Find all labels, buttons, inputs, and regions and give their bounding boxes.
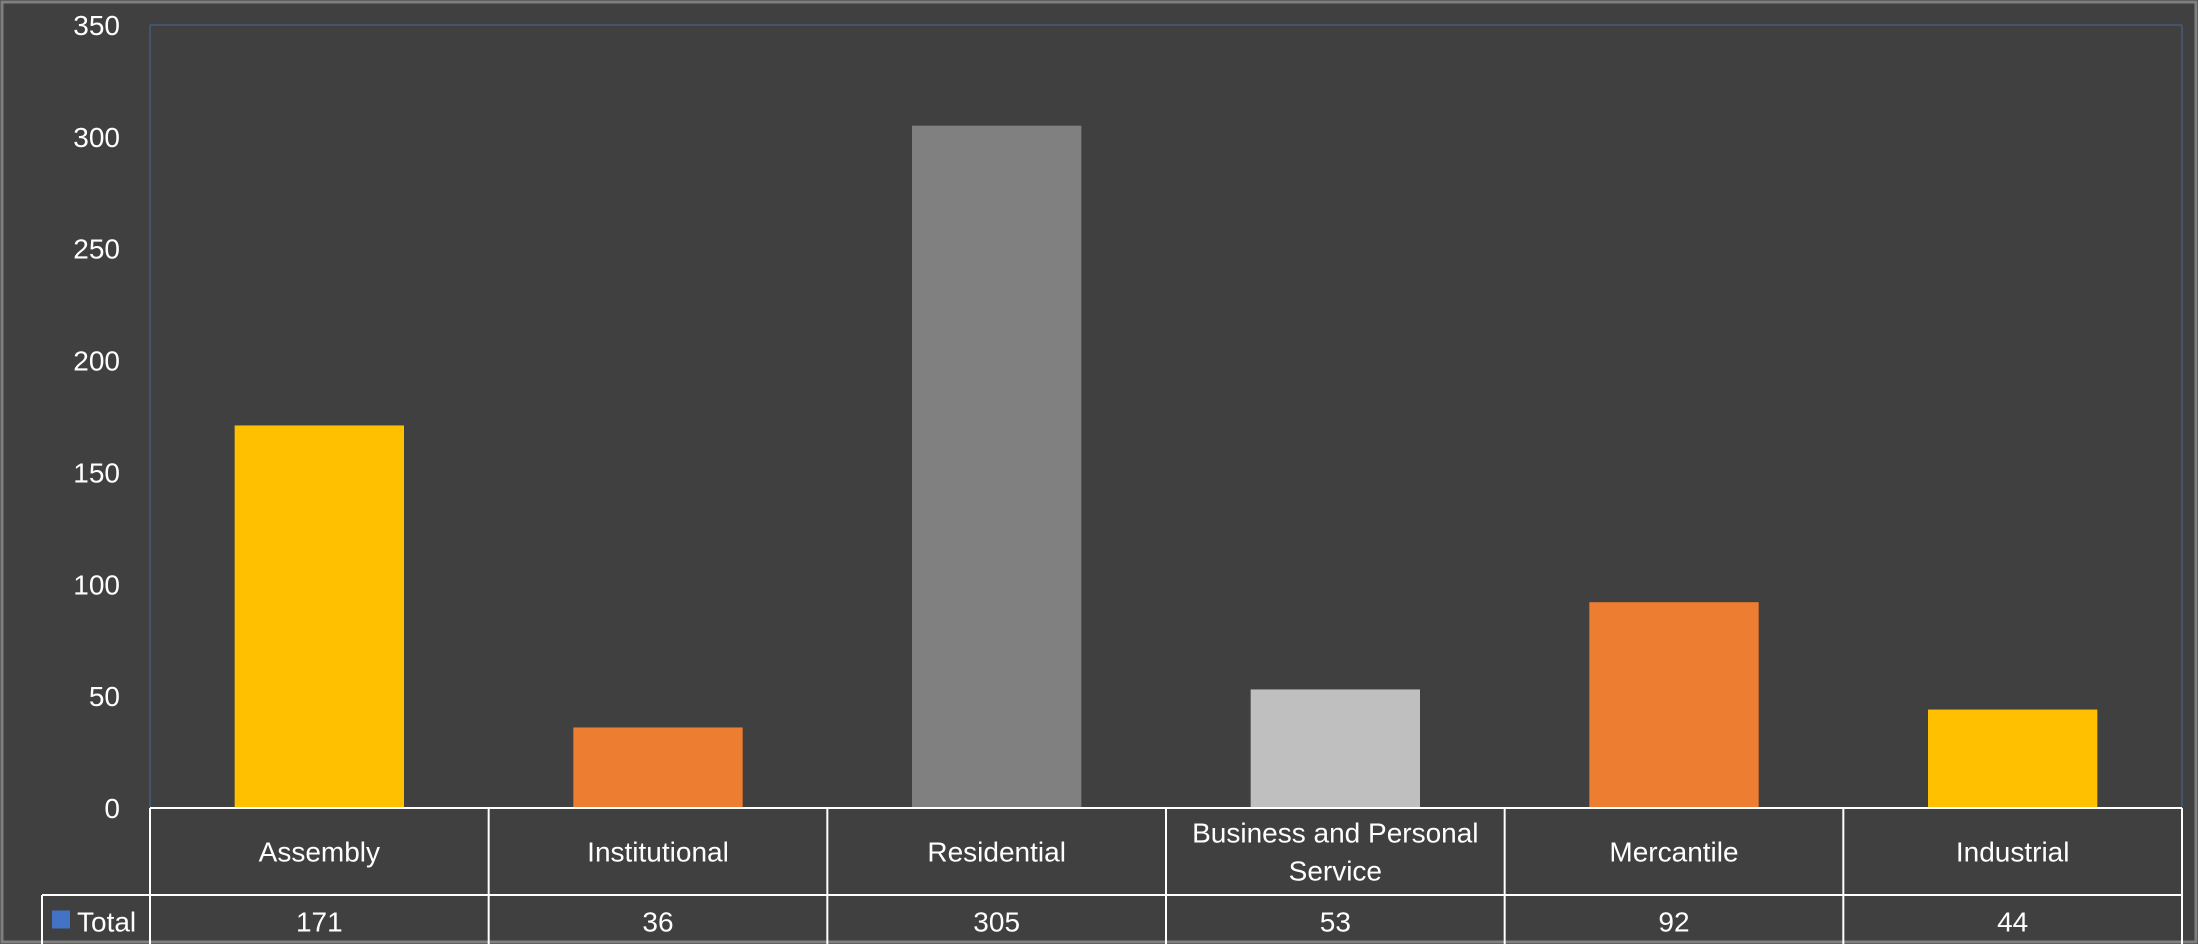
- category-label: Mercantile: [1609, 837, 1738, 868]
- data-table: Assembly Institutional Residential Business…: [41, 807, 2183, 944]
- table-value: 305: [973, 907, 1020, 938]
- y-tick-label: 50: [89, 681, 120, 712]
- bar: [573, 727, 743, 808]
- table-value: 36: [642, 907, 673, 938]
- category-label: Residential: [927, 837, 1066, 868]
- table-value: 171: [296, 907, 343, 938]
- y-tick-label: 100: [73, 569, 120, 600]
- legend-key: [52, 910, 70, 929]
- y-tick-label: 150: [73, 457, 120, 488]
- table-value: 44: [1997, 907, 2028, 938]
- category-label: Institutional: [587, 837, 729, 868]
- table-value: 53: [1320, 907, 1351, 938]
- category-label: Business and Personal Service: [1192, 818, 1478, 887]
- y-tick-label: 300: [73, 122, 120, 153]
- legend-series-name: Total: [77, 907, 136, 938]
- bar: [1589, 602, 1759, 808]
- bars: [234, 125, 2098, 808]
- bar: [1250, 689, 1420, 808]
- bar: [234, 425, 404, 808]
- plot-area: [149, 24, 2183, 808]
- y-tick-label: 200: [73, 346, 120, 377]
- category-label: Assembly: [259, 837, 380, 868]
- y-tick-label: 0: [104, 793, 120, 824]
- bar: [912, 125, 1082, 808]
- y-axis: 0 50 100 150 200 250 300 350: [73, 10, 120, 824]
- bar: [1928, 709, 2098, 808]
- table-value: 92: [1658, 907, 1689, 938]
- category-label: Industrial: [1956, 837, 2070, 868]
- y-tick-label: 350: [73, 10, 120, 41]
- y-tick-label: 250: [73, 234, 120, 265]
